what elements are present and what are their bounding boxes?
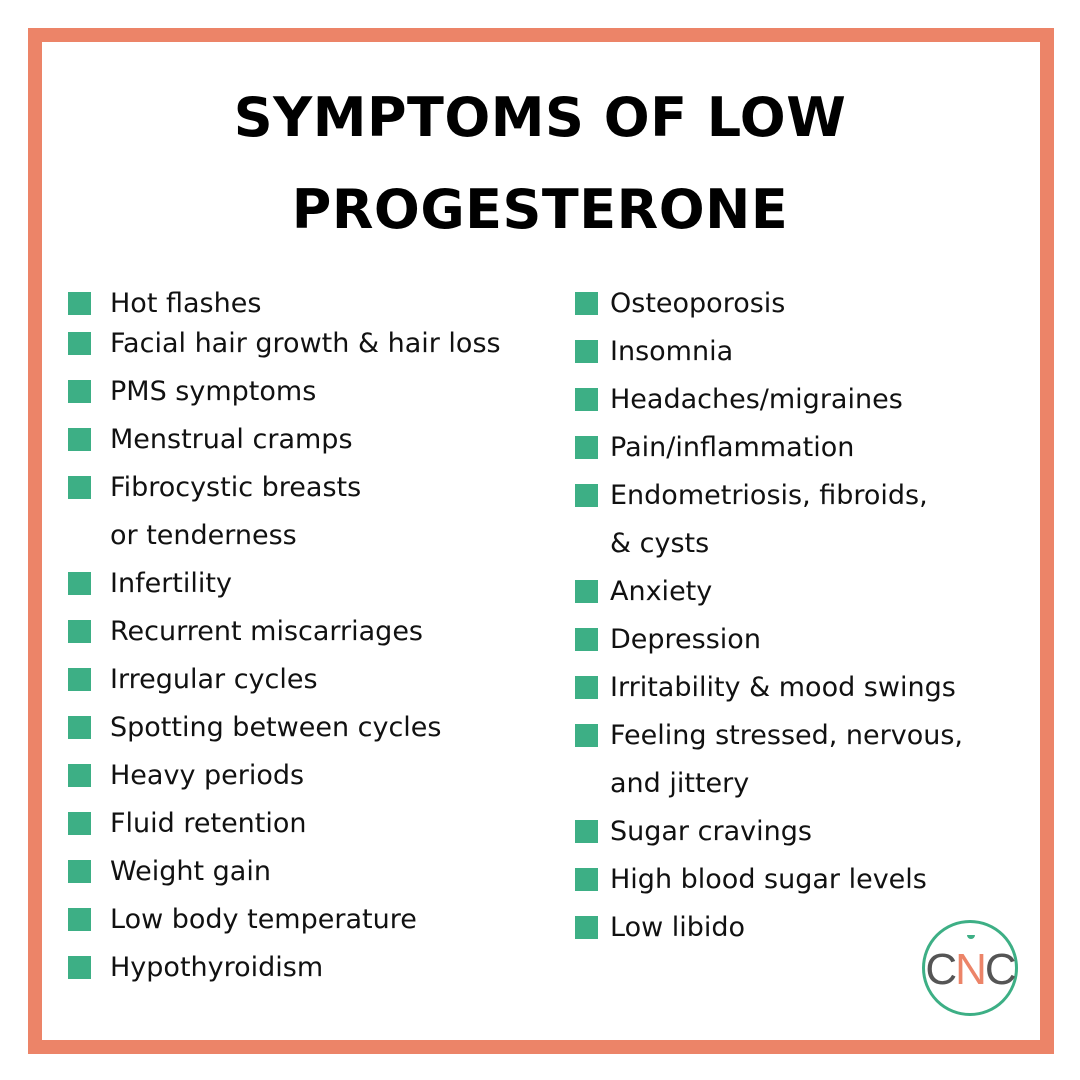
symptom-item: Irritability & mood swings bbox=[610, 672, 956, 703]
symptom-item: Sugar cravings bbox=[610, 816, 812, 847]
symptom-item: or tenderness bbox=[110, 520, 297, 551]
bullet-icon bbox=[68, 572, 91, 595]
symptom-item: Heavy periods bbox=[110, 760, 305, 791]
symptom-item: Osteoporosis bbox=[610, 288, 786, 319]
symptom-item: Anxiety bbox=[610, 576, 713, 607]
symptom-item: Hypothyroidism bbox=[110, 952, 324, 983]
bullet-icon bbox=[68, 292, 91, 315]
bullet-icon bbox=[68, 908, 91, 931]
symptom-item: High blood sugar levels bbox=[610, 864, 927, 895]
symptom-item: Low body temperature bbox=[110, 904, 417, 935]
symptom-item: Hot flashes bbox=[110, 288, 262, 319]
bullet-icon bbox=[575, 868, 598, 891]
symptom-item: Spotting between cycles bbox=[110, 712, 442, 743]
bullet-icon bbox=[575, 388, 598, 411]
symptom-item: Headaches/migraines bbox=[610, 384, 903, 415]
bullet-icon bbox=[575, 724, 598, 747]
bullet-icon bbox=[68, 476, 91, 499]
bullet-icon bbox=[68, 860, 91, 883]
bullet-icon bbox=[575, 292, 598, 315]
symptom-item: Weight gain bbox=[110, 856, 271, 887]
leaf-icon bbox=[967, 935, 975, 939]
symptom-item: PMS symptoms bbox=[110, 376, 317, 407]
bullet-icon bbox=[575, 340, 598, 363]
cnc-logo: CNC bbox=[922, 920, 1018, 1016]
bullet-icon bbox=[68, 668, 91, 691]
bullet-icon bbox=[68, 956, 91, 979]
bullet-icon bbox=[575, 820, 598, 843]
bullet-icon bbox=[68, 812, 91, 835]
symptom-item: Fluid retention bbox=[110, 808, 307, 839]
symptom-item: Recurrent miscarriages bbox=[110, 616, 423, 647]
bullet-icon bbox=[575, 628, 598, 651]
bullet-icon bbox=[68, 428, 91, 451]
bullet-icon bbox=[68, 620, 91, 643]
page-border bbox=[28, 28, 1054, 1054]
bullet-icon bbox=[68, 716, 91, 739]
bullet-icon bbox=[68, 380, 91, 403]
symptom-item: Fibrocystic breasts bbox=[110, 472, 362, 503]
symptom-item: Pain/inflammation bbox=[610, 432, 855, 463]
symptom-item: Infertility bbox=[110, 568, 232, 599]
symptom-item: Facial hair growth & hair loss bbox=[110, 328, 501, 359]
symptom-item: and jittery bbox=[610, 768, 750, 799]
symptom-item: Low libido bbox=[610, 912, 746, 943]
symptom-item: Feeling stressed, nervous, bbox=[610, 720, 964, 751]
symptom-item: & cysts bbox=[610, 528, 710, 559]
title-line-2: PROGESTERONE bbox=[291, 178, 789, 241]
symptom-item: Depression bbox=[610, 624, 761, 655]
symptom-item: Insomnia bbox=[610, 336, 734, 367]
bullet-icon bbox=[575, 916, 598, 939]
bullet-icon bbox=[68, 332, 91, 355]
title-line-1: SYMPTOMS OF LOW bbox=[233, 86, 847, 149]
bullet-icon bbox=[575, 436, 598, 459]
bullet-icon bbox=[575, 580, 598, 603]
symptom-item: Menstrual cramps bbox=[110, 424, 353, 455]
bullet-icon bbox=[575, 484, 598, 507]
symptom-item: Irregular cycles bbox=[110, 664, 318, 695]
bullet-icon bbox=[575, 676, 598, 699]
symptom-item: Endometriosis, fibroids, bbox=[610, 480, 928, 511]
bullet-icon bbox=[68, 764, 91, 787]
